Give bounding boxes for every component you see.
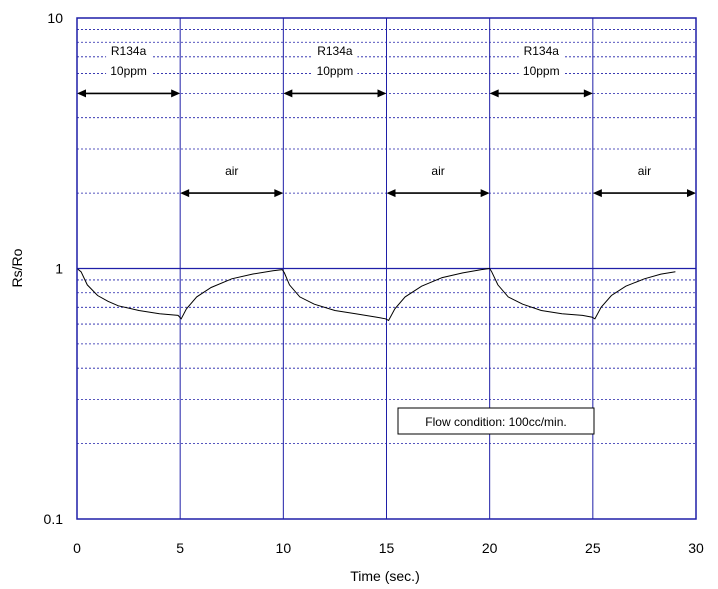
series-line	[76, 267, 676, 322]
arrow-head-left	[489, 89, 499, 98]
interval-arrow	[592, 189, 696, 198]
gas-label-bg	[518, 43, 564, 59]
x-tick-label: 20	[482, 540, 498, 556]
y-tick-label: 1	[55, 261, 63, 277]
x-tick-label: 10	[276, 540, 292, 556]
air-label: air	[225, 164, 238, 178]
arrow-head-left	[283, 89, 293, 98]
arrow-head-right	[171, 89, 181, 98]
flow-condition-box: Flow condition: 100cc/min.	[397, 407, 595, 435]
interval-arrow	[180, 189, 284, 198]
interval-arrow	[77, 89, 181, 98]
x-tick-label: 25	[585, 540, 601, 556]
arrow-head-right	[377, 89, 387, 98]
plot-frame	[76, 17, 697, 520]
gas-concentration-label: 10ppm	[523, 64, 560, 78]
y-tick-label: 10	[47, 10, 63, 26]
arrow-head-right	[480, 189, 490, 198]
gas-concentration-label-bg	[106, 63, 152, 79]
gas-concentration-label-bg	[518, 63, 564, 79]
gas-label: R134a	[317, 44, 353, 58]
tick-labels: 0 5 10 15 20 25 30 0.1 1 10	[44, 10, 704, 556]
arrow-head-right	[274, 189, 284, 198]
x-tick-label: 5	[176, 540, 184, 556]
arrow-head-left	[180, 189, 190, 198]
gas-label-bg	[106, 43, 152, 59]
gas-label: R134a	[111, 44, 147, 58]
gas-label: R134a	[524, 44, 560, 58]
gas-label-bg	[312, 43, 358, 59]
interval-arrow	[489, 89, 593, 98]
flow-condition-border	[397, 407, 595, 435]
gas-concentration-label-bg	[312, 63, 358, 79]
arrow-head-right	[687, 189, 696, 198]
gas-concentration-label: 10ppm	[317, 64, 354, 78]
air-label: air	[638, 164, 651, 178]
grid	[77, 18, 696, 519]
interval-arrow	[283, 89, 387, 98]
arrow-head-left	[77, 89, 86, 98]
x-tick-label: 30	[688, 540, 704, 556]
arrow-head-left	[592, 189, 602, 198]
air-label: air	[431, 164, 444, 178]
arrow-head-right	[583, 89, 593, 98]
y-tick-label: 0.1	[44, 511, 64, 527]
arrow-head-left	[386, 189, 396, 198]
x-tick-label: 0	[73, 540, 81, 556]
flow-condition-text: Flow condition: 100cc/min.	[425, 415, 566, 429]
annotations: R134a 10ppm R134a 10ppm R134a 10ppm air air air	[77, 43, 696, 198]
gas-concentration-label: 10ppm	[110, 64, 147, 78]
x-axis-title: Time (sec.)	[350, 568, 419, 584]
interval-arrow	[386, 189, 490, 198]
x-tick-label: 15	[379, 540, 395, 556]
y-axis-title: Rs/Ro	[9, 248, 25, 287]
